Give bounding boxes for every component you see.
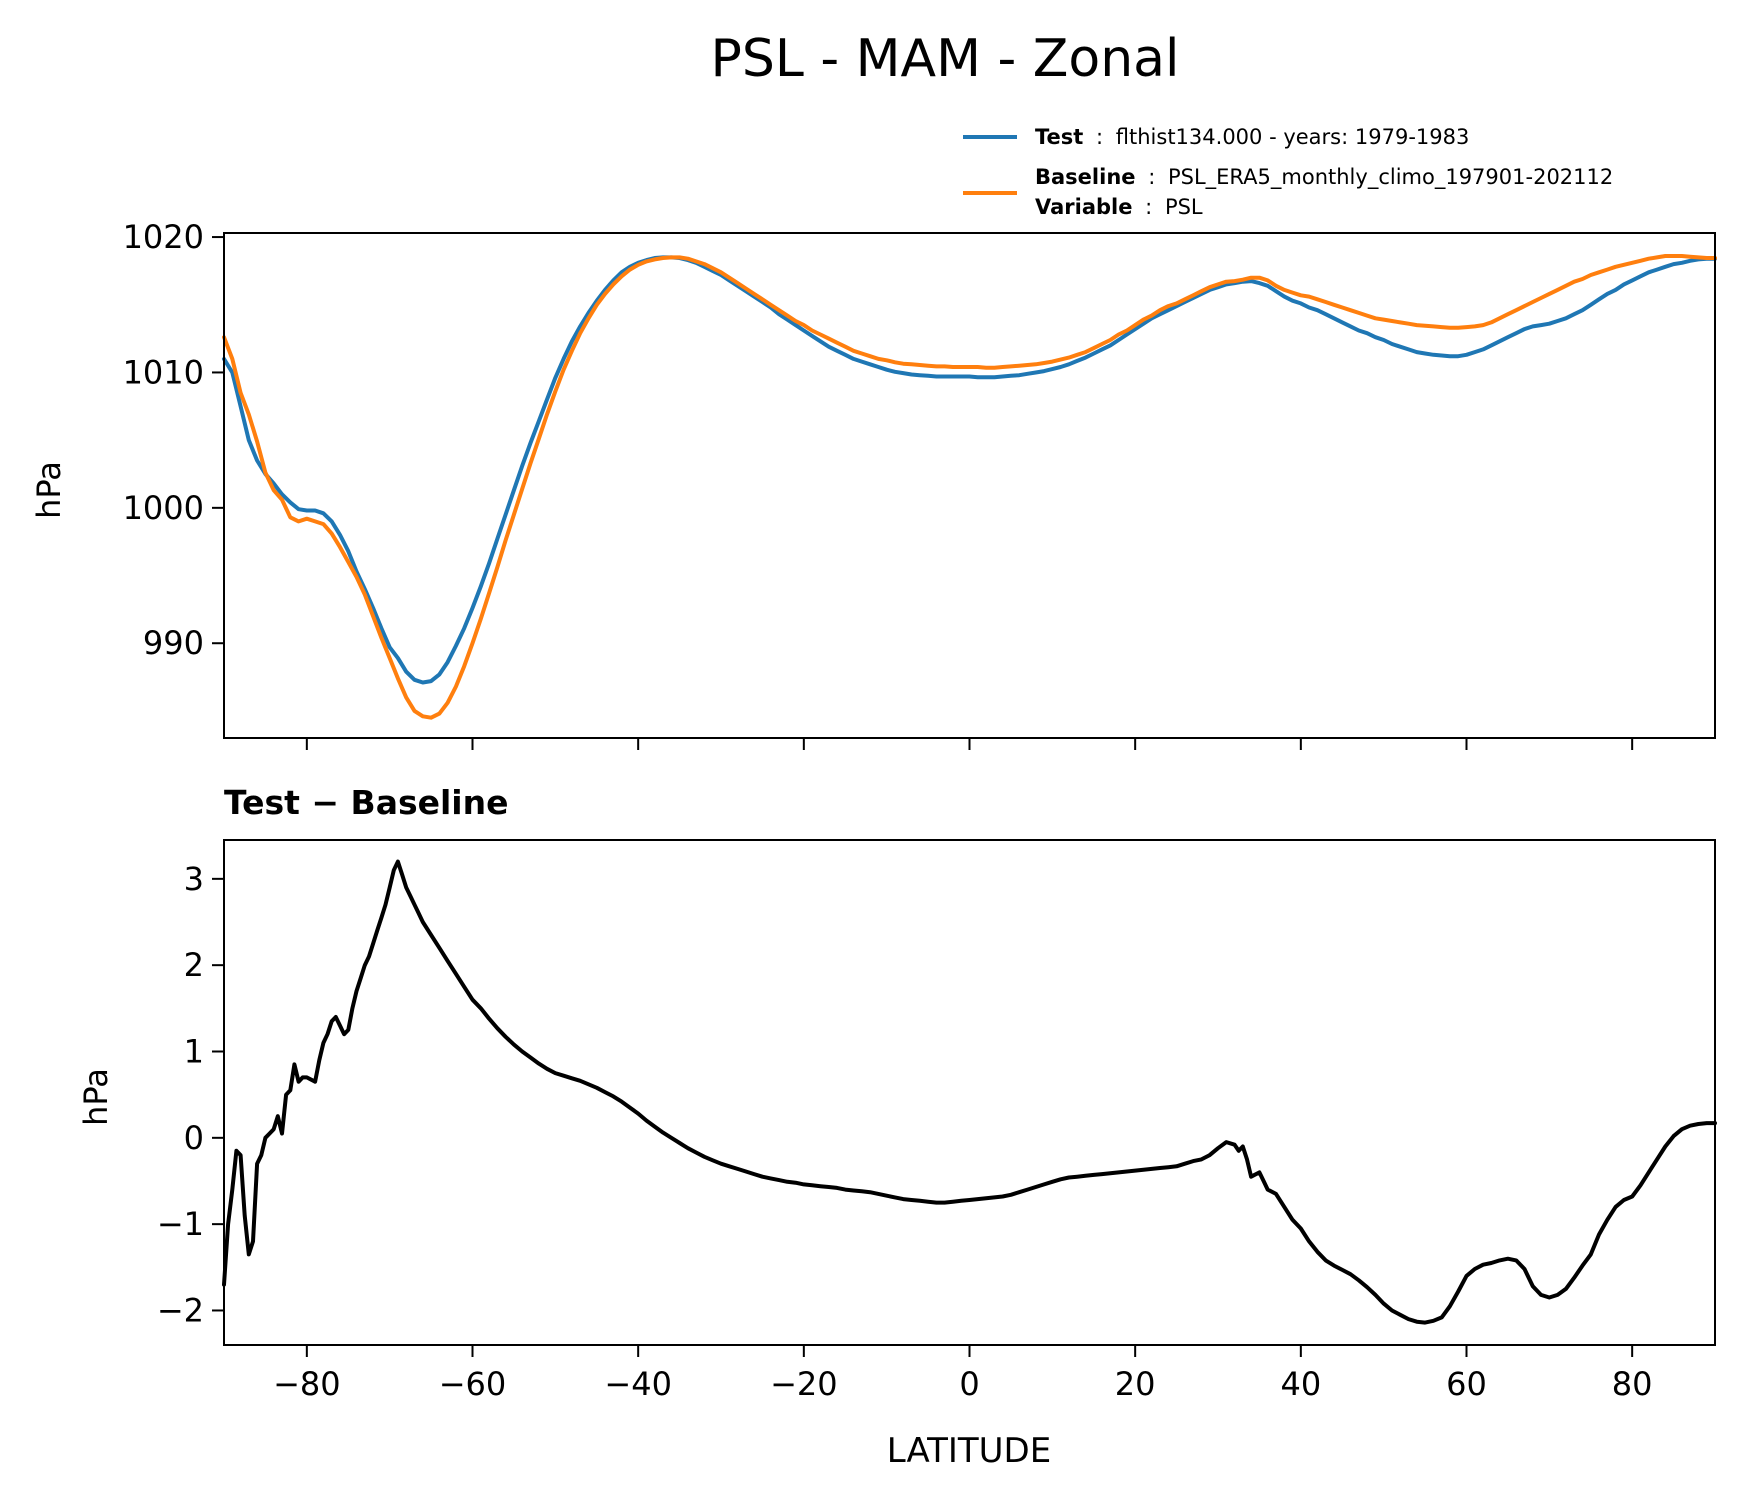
bottom-x-tick-label: −20	[770, 1365, 838, 1403]
legend-test-text: flthist134.000 - years: 1979-1983	[1116, 125, 1470, 149]
legend-variable-text: PSL	[1165, 195, 1203, 219]
bottom-x-tick-label: 20	[1115, 1365, 1156, 1403]
top-plot-frame	[223, 232, 1716, 739]
legend-test-separator: :	[1096, 125, 1103, 149]
legend-baseline-text: PSL_ERA5_monthly_climo_197901-202112	[1168, 165, 1613, 190]
top-y-tick-label: 1000	[123, 489, 204, 527]
bottom-x-ticks: −80 −60 −40 −20 0 20 40 60 80	[273, 1345, 1653, 1403]
legend-baseline-entry: Baseline : PSL_ERA5_monthly_climo_197901…	[1035, 165, 1613, 190]
legend-variable-key: Variable	[1035, 195, 1132, 219]
bottom-x-tick-label: 60	[1446, 1365, 1487, 1403]
top-series-line-test	[222, 255, 1717, 685]
bottom-y-tick-label: 2	[184, 946, 204, 984]
bottom-plot-lines	[222, 859, 1717, 1325]
top-x-ticks	[305, 738, 1634, 750]
bottom-x-tick-label: −40	[604, 1365, 672, 1403]
bottom-y-tick-label: −1	[157, 1205, 204, 1243]
legend-baseline-separator: :	[1148, 165, 1155, 189]
top-y-tick-label: 1010	[123, 353, 204, 391]
top-plot-lines	[222, 254, 1717, 720]
top-y-tick-label: 990	[143, 624, 204, 662]
bottom-y-tick-label: 3	[184, 860, 204, 898]
bottom-y-tick-label: 0	[184, 1119, 204, 1157]
legend: Test : flthist134.000 - years: 1979-1983…	[963, 125, 1613, 219]
bottom-y-ticks: −2 −1 0 1 2 3	[157, 860, 224, 1329]
legend-variable-entry: Variable : PSL	[1035, 195, 1203, 219]
bottom-x-tick-label: 0	[959, 1365, 979, 1403]
legend-test-key: Test	[1035, 125, 1083, 149]
figure-title: PSL - MAM - Zonal	[711, 29, 1180, 89]
bottom-plot-frame	[223, 839, 1716, 1346]
bottom-series-line-difference	[222, 859, 1717, 1325]
bottom-x-tick-label: −60	[439, 1365, 507, 1403]
top-y-ticks: 990 1000 1010 1020	[123, 218, 224, 662]
bottom-panel-title: Test − Baseline	[224, 783, 509, 822]
top-y-axis-label: hPa	[30, 461, 68, 519]
bottom-x-tick-label: −80	[273, 1365, 341, 1403]
bottom-x-tick-label: 80	[1612, 1365, 1653, 1403]
bottom-x-tick-label: 40	[1280, 1365, 1321, 1403]
x-axis-label: LATITUDE	[887, 1431, 1051, 1471]
top-panel: 990 1000 1010 1020 hPa	[30, 218, 1717, 750]
bottom-panel: Test − Baseline −80 −60 −40 −20 0 20 40 60 80 −2…	[77, 783, 1717, 1471]
bottom-y-tick-label: 1	[184, 1032, 204, 1070]
bottom-y-axis-label: hPa	[77, 1068, 115, 1126]
legend-baseline-key: Baseline	[1035, 165, 1136, 189]
legend-test-entry: Test : flthist134.000 - years: 1979-1983	[1035, 125, 1469, 149]
top-y-tick-label: 1020	[123, 218, 204, 256]
legend-variable-separator: :	[1145, 195, 1152, 219]
top-series-line-baseline	[222, 254, 1717, 720]
bottom-y-tick-label: −2	[157, 1291, 204, 1329]
